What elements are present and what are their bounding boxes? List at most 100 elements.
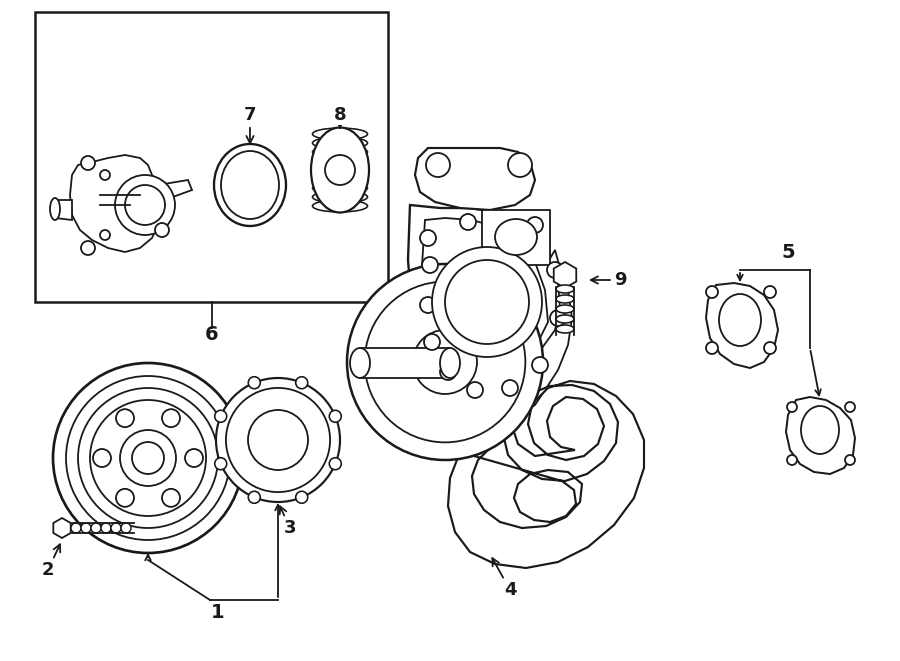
- Ellipse shape: [312, 164, 367, 176]
- Circle shape: [81, 241, 95, 255]
- Ellipse shape: [111, 523, 121, 533]
- Ellipse shape: [91, 523, 101, 533]
- Ellipse shape: [312, 173, 367, 185]
- Ellipse shape: [350, 348, 370, 378]
- Circle shape: [66, 376, 230, 540]
- Text: 8: 8: [334, 106, 346, 128]
- Circle shape: [162, 409, 180, 427]
- Circle shape: [845, 455, 855, 465]
- Text: 9: 9: [590, 271, 626, 289]
- Text: 6: 6: [205, 325, 219, 344]
- Ellipse shape: [312, 200, 367, 212]
- Ellipse shape: [71, 523, 81, 533]
- Circle shape: [440, 364, 456, 380]
- Polygon shape: [468, 250, 572, 420]
- Text: 1: 1: [212, 603, 225, 622]
- Circle shape: [132, 442, 164, 474]
- Ellipse shape: [311, 128, 369, 212]
- Text: 2: 2: [41, 545, 60, 579]
- Ellipse shape: [495, 219, 537, 255]
- Text: 7: 7: [244, 106, 256, 143]
- Circle shape: [248, 410, 308, 470]
- Polygon shape: [786, 397, 855, 474]
- Circle shape: [706, 342, 718, 354]
- Circle shape: [329, 457, 341, 470]
- Text: 5: 5: [781, 243, 795, 262]
- Circle shape: [364, 282, 526, 442]
- Circle shape: [215, 457, 227, 470]
- Ellipse shape: [719, 294, 761, 346]
- Text: 3: 3: [280, 506, 296, 537]
- Circle shape: [420, 230, 436, 246]
- Polygon shape: [55, 200, 72, 220]
- Ellipse shape: [556, 295, 574, 303]
- Ellipse shape: [101, 523, 111, 533]
- Circle shape: [226, 388, 330, 492]
- Circle shape: [460, 214, 476, 230]
- Ellipse shape: [312, 146, 367, 158]
- Circle shape: [125, 185, 165, 225]
- Polygon shape: [53, 518, 71, 538]
- Ellipse shape: [121, 523, 131, 533]
- Circle shape: [100, 170, 110, 180]
- Circle shape: [248, 491, 260, 503]
- Ellipse shape: [81, 523, 91, 533]
- Circle shape: [420, 297, 436, 313]
- Circle shape: [78, 388, 218, 528]
- Circle shape: [787, 402, 797, 412]
- Ellipse shape: [50, 198, 60, 220]
- Ellipse shape: [312, 155, 367, 167]
- Circle shape: [764, 342, 776, 354]
- Polygon shape: [422, 218, 548, 368]
- Circle shape: [100, 230, 110, 240]
- Circle shape: [413, 330, 477, 394]
- Circle shape: [115, 175, 175, 235]
- Ellipse shape: [312, 191, 367, 203]
- Circle shape: [550, 310, 566, 326]
- Circle shape: [467, 382, 483, 398]
- Ellipse shape: [221, 151, 279, 219]
- Circle shape: [81, 156, 95, 170]
- Circle shape: [426, 153, 450, 177]
- Circle shape: [296, 377, 308, 389]
- Circle shape: [53, 363, 243, 553]
- Circle shape: [347, 264, 543, 460]
- Polygon shape: [408, 205, 565, 395]
- Circle shape: [120, 430, 176, 486]
- Ellipse shape: [440, 348, 460, 378]
- Bar: [482, 210, 550, 265]
- Ellipse shape: [556, 315, 574, 323]
- Circle shape: [162, 489, 180, 507]
- Polygon shape: [706, 283, 778, 368]
- Ellipse shape: [312, 182, 367, 194]
- Circle shape: [93, 449, 111, 467]
- Circle shape: [248, 377, 260, 389]
- Circle shape: [90, 400, 206, 516]
- Circle shape: [527, 217, 543, 233]
- Polygon shape: [70, 155, 172, 252]
- Ellipse shape: [801, 406, 839, 454]
- Circle shape: [445, 260, 529, 344]
- Circle shape: [502, 380, 518, 396]
- Ellipse shape: [556, 325, 574, 333]
- Polygon shape: [448, 381, 644, 568]
- Circle shape: [706, 286, 718, 298]
- Circle shape: [215, 410, 227, 422]
- Bar: [360, 348, 450, 378]
- Ellipse shape: [214, 144, 286, 226]
- Circle shape: [532, 357, 548, 373]
- Circle shape: [422, 257, 438, 273]
- Circle shape: [185, 449, 203, 467]
- Ellipse shape: [556, 305, 574, 313]
- Bar: [35, 12, 388, 302]
- Circle shape: [508, 153, 532, 177]
- Ellipse shape: [556, 285, 574, 293]
- Circle shape: [325, 155, 355, 185]
- Text: 4: 4: [492, 558, 517, 599]
- Circle shape: [764, 286, 776, 298]
- Ellipse shape: [312, 137, 367, 149]
- Circle shape: [296, 491, 308, 503]
- Circle shape: [329, 410, 341, 422]
- Circle shape: [787, 455, 797, 465]
- Polygon shape: [415, 148, 535, 210]
